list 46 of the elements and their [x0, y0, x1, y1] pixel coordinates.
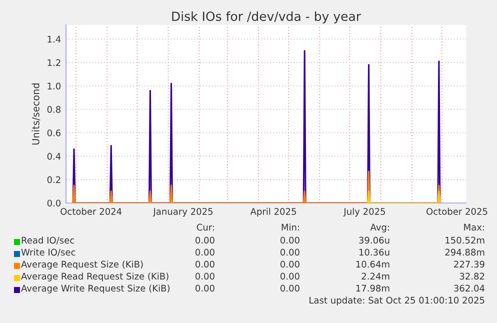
text: 17.98m [356, 284, 390, 292]
text: 227.39 [454, 260, 484, 268]
x-tick-label: October 2025 [426, 208, 488, 215]
text: 362.04 [454, 284, 484, 292]
legend-label: Average Write Request Size (KiB) [21, 284, 170, 294]
text: 0.00 [195, 272, 214, 280]
y-tick-label: 0.8 [47, 106, 61, 113]
legend-label: Read IO/sec [22, 236, 74, 244]
text: 0.00 [195, 236, 214, 244]
text: Max: [464, 224, 484, 231]
text: 39.06u [359, 236, 390, 244]
text: 0.00 [280, 248, 300, 256]
text: 0.00 [280, 236, 300, 244]
text: 150.52m [446, 236, 484, 244]
line-series [72, 170, 441, 203]
x-tick-label: July 2025 [343, 208, 385, 217]
text: 0.00 [280, 260, 300, 268]
y-tick-label: 1.0 [48, 82, 61, 90]
text: Cur: [196, 224, 214, 231]
x-tick-label: October 2024 [60, 208, 122, 215]
x-tick-label: April 2025 [250, 208, 296, 217]
y-tick-label: 1.4 [48, 36, 61, 42]
legend-label: Average Read Request Size (KiB) [21, 272, 168, 282]
chart-title: Disk IOs for /dev/vda - by year [172, 11, 362, 24]
text: Avg: [370, 224, 389, 232]
y-tick-label: 0.2 [47, 176, 60, 184]
text: 0.00 [195, 284, 214, 292]
text: Min: [282, 224, 299, 230]
legend-label: Average Request Size (KiB) [21, 260, 143, 270]
text: 294.88m [445, 248, 484, 256]
legend-label: Write IO/sec [21, 248, 76, 256]
text: 32.82 [460, 272, 484, 280]
text: 0.00 [195, 260, 214, 268]
text: 0.00 [195, 248, 214, 256]
y-tick-label: 1.2 [48, 59, 60, 66]
text: 2.24m [362, 272, 390, 280]
y-axis-title: Units/second [32, 83, 40, 145]
y-tick-label: 0.4 [47, 152, 61, 160]
text: 0.00 [280, 284, 300, 292]
text: 10.64m [356, 260, 390, 268]
text: Last update: Sat Oct 25 01:00:10 2025 [310, 296, 484, 306]
text: 10.36u [359, 248, 390, 256]
y-tick-label: 0.6 [47, 129, 61, 136]
text: 0.00 [280, 272, 300, 280]
y-tick-label: 0.0 [47, 200, 61, 207]
x-tick-label: January 2025 [152, 208, 213, 217]
